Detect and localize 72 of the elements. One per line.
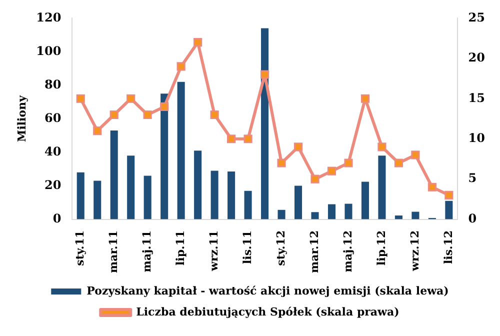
- x-tick-label: maj.11: [140, 230, 154, 272]
- x-tick-label: maj.12: [341, 230, 354, 272]
- bar: [394, 215, 402, 220]
- x-tick-label: wrz.11: [207, 230, 220, 272]
- bar: [177, 82, 185, 220]
- bar: [294, 186, 302, 220]
- bar: [278, 210, 286, 220]
- y-tick-label: 0: [52, 211, 62, 226]
- point: [143, 110, 152, 120]
- point: [260, 70, 270, 79]
- x-tick-label: wrz.12: [408, 230, 422, 272]
- bar: [228, 172, 236, 220]
- bar: [378, 156, 386, 220]
- point: [294, 142, 303, 152]
- bar: [412, 212, 420, 220]
- x-tick-label: sty.12: [274, 230, 288, 266]
- bar: [210, 170, 218, 220]
- x-tick-label: mar.12: [308, 230, 321, 274]
- point: [194, 38, 202, 47]
- point: [277, 158, 286, 168]
- y2-tick-label: 25: [468, 10, 486, 24]
- y2-tick-label: 15: [468, 90, 486, 105]
- x-tick-label: lip.11: [174, 230, 187, 266]
- y-tick-label: 120: [36, 10, 62, 24]
- bar: [344, 204, 352, 220]
- y2-tick-label: 0: [468, 211, 477, 226]
- point: [310, 174, 320, 184]
- point: [227, 134, 236, 144]
- x-tick-label: lis.12: [442, 230, 455, 264]
- bar: [127, 156, 135, 220]
- point: [244, 134, 252, 144]
- y-tick-label: 60: [44, 110, 62, 125]
- legend-label: Pozyskany kapitał - wartość akcji nowej emisji (skala lewa): [86, 284, 449, 298]
- x-tick-label: lis.11: [240, 230, 254, 264]
- y-axis-title: Miliony: [15, 94, 28, 142]
- point: [76, 94, 85, 103]
- bar: [194, 150, 202, 220]
- bar: [361, 182, 369, 220]
- point: [360, 94, 370, 103]
- x-tick-label: sty.11: [73, 230, 86, 266]
- point: [394, 158, 403, 168]
- y2-tick-label: 5: [468, 171, 477, 186]
- point: [327, 166, 336, 176]
- point: [428, 182, 436, 192]
- point: [160, 102, 169, 111]
- y2-tick-label: 10: [468, 130, 486, 145]
- x-tick-label: lip.12: [374, 230, 388, 266]
- x-tick-label: mar.11: [106, 230, 120, 274]
- bar: [311, 212, 319, 220]
- bar: [94, 180, 102, 220]
- bar: [445, 200, 453, 220]
- point: [344, 158, 353, 168]
- point: [210, 110, 219, 120]
- bar: [144, 176, 152, 220]
- point: [93, 126, 102, 136]
- bar: [328, 204, 336, 220]
- point: [176, 62, 186, 71]
- y-tick-label: 100: [36, 44, 62, 58]
- y2-tick-label: 20: [468, 50, 486, 65]
- point: [378, 142, 386, 152]
- y-tick-label: 80: [44, 77, 62, 92]
- bar: [76, 172, 84, 220]
- y-tick-label: 40: [44, 144, 62, 158]
- point: [126, 94, 136, 103]
- bar: [160, 94, 168, 220]
- point: [110, 110, 118, 120]
- point: [444, 190, 454, 200]
- bar: [110, 130, 118, 220]
- bar: [244, 190, 252, 220]
- legend-label: Liczba debiutujących Spółek (skala prawa): [136, 305, 400, 318]
- y-tick-label: 20: [44, 178, 62, 192]
- point: [411, 150, 420, 160]
